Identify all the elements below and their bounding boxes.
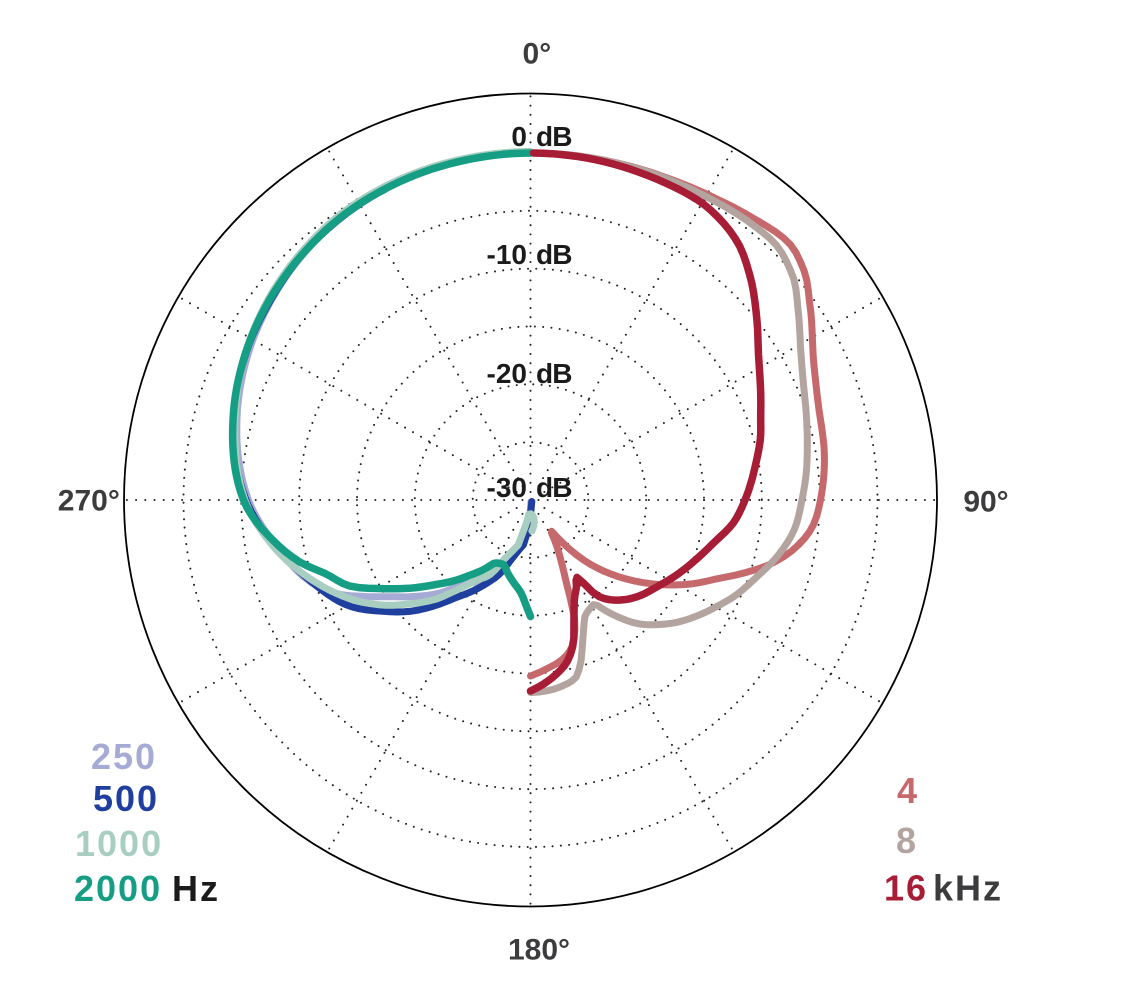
svg-text:90°: 90° xyxy=(963,486,1008,519)
svg-text:4: 4 xyxy=(897,770,919,811)
svg-text:dB: dB xyxy=(536,472,572,503)
svg-text:500: 500 xyxy=(93,778,159,819)
svg-text:270°: 270° xyxy=(58,485,120,518)
svg-text:8: 8 xyxy=(896,820,918,861)
svg-text:Hz: Hz xyxy=(172,868,220,909)
svg-text:kHz: kHz xyxy=(933,868,1003,909)
svg-text:-20: -20 xyxy=(487,358,527,389)
svg-text:-30: -30 xyxy=(487,472,527,503)
svg-text:0: 0 xyxy=(511,121,527,152)
svg-text:0°: 0° xyxy=(523,38,552,71)
svg-text:16: 16 xyxy=(884,868,928,909)
svg-text:-10: -10 xyxy=(487,239,527,270)
svg-text:180°: 180° xyxy=(508,934,570,967)
svg-text:250: 250 xyxy=(91,736,157,777)
svg-text:dB: dB xyxy=(536,121,572,152)
svg-text:1000: 1000 xyxy=(75,823,163,864)
svg-text:dB: dB xyxy=(536,239,572,270)
svg-text:2000: 2000 xyxy=(74,868,162,909)
svg-text:dB: dB xyxy=(536,358,572,389)
